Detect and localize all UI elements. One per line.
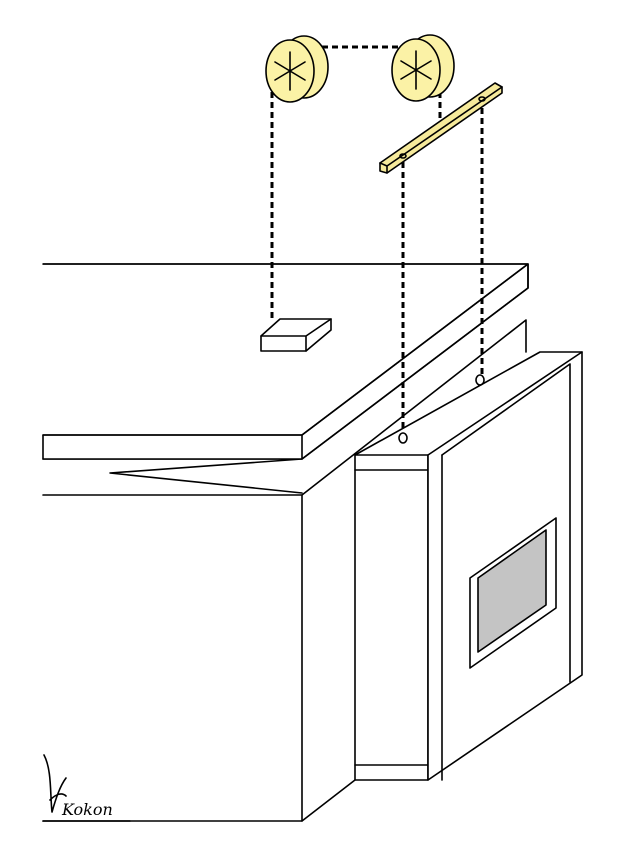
hanger-bar-hole-left [399,153,407,159]
door-jamb-rails [354,469,429,766]
left-pulley-spokes [274,51,306,91]
hanger-bar-hole-right [478,96,486,102]
top-slab-body [42,263,529,460]
signature-k-stroke [43,754,67,813]
top-slab-edge [301,263,529,460]
door-hanger-hole-left [398,432,408,444]
base-box-bottom-edge [301,779,356,822]
gap-wedge-line [42,458,303,494]
door-frame-top [354,351,583,456]
signature: Kokon [42,754,131,822]
signature-text: Kokon [61,800,113,819]
door-panel [427,351,583,781]
door-frame [354,351,583,781]
top-slab-top-face [42,263,529,436]
slab-gap [42,458,303,494]
door-panel-inner-edge [441,363,571,683]
hanger-bar [379,82,503,174]
right-pulley-icon [391,34,455,102]
door-window-glass [477,529,547,653]
hanger-bar-edges [379,86,503,174]
base-box [42,319,527,822]
counterweight-body [260,318,332,352]
top-slab [42,263,529,460]
base-box-top-edge [301,319,527,496]
door-jamb [354,454,429,781]
right-pulley-spokes [400,50,432,90]
door-hanger-hole-right [475,374,485,386]
cables [270,45,484,432]
counterweight-edges [260,318,332,352]
left-pulley-icon [265,35,329,103]
counterweight [260,318,332,352]
base-box-front [42,494,303,822]
